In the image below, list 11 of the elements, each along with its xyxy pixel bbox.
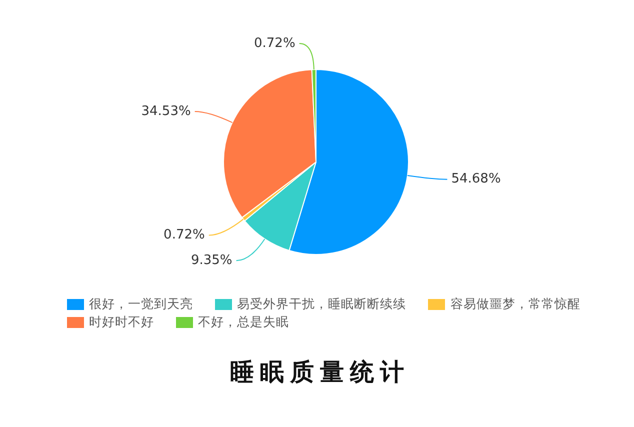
text: 睡眠质量统计 (229, 356, 411, 388)
legend-label: 很好，一觉到天亮 (89, 295, 194, 313)
data-label: 0.72% (164, 228, 205, 243)
legend-label: 时好时不好 (89, 313, 154, 331)
legend-label: 不好，总是失眠 (198, 313, 290, 331)
data-label: 9.35% (190, 252, 232, 268)
data-label: 34.53% (141, 104, 191, 119)
data-label: 0.72% (254, 36, 296, 51)
legend-label: 易受外界干扰，睡眠断断续续 (237, 295, 406, 313)
legend-label: 容易做噩梦，常常惊醒 (450, 295, 580, 313)
data-label: 54.68% (451, 172, 501, 187)
